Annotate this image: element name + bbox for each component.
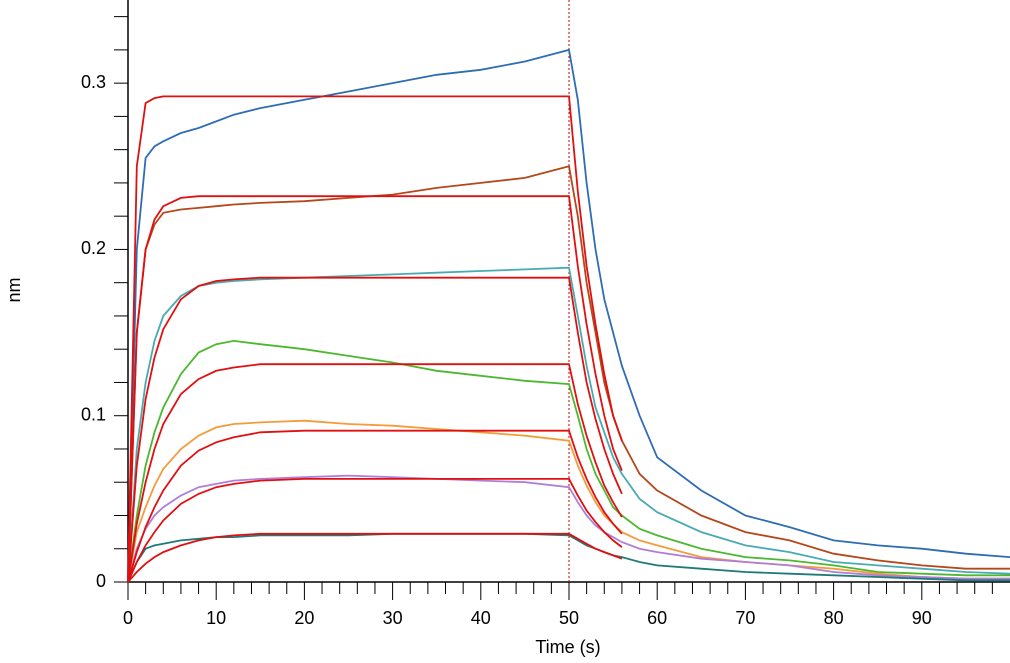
series-line	[127, 478, 623, 583]
x-axis-label: Time (s)	[535, 637, 600, 657]
y-axis-label: nm	[4, 277, 24, 302]
series-line	[127, 266, 1010, 583]
x-tick-label: 90	[912, 608, 932, 628]
series-line	[127, 363, 623, 583]
series-line	[127, 276, 623, 583]
series-line	[127, 165, 1010, 583]
series-line	[127, 429, 623, 583]
x-tick-label: 60	[647, 608, 667, 628]
x-tick-label: 50	[559, 608, 579, 628]
series-line	[127, 532, 1010, 583]
series-line	[127, 195, 623, 583]
y-tick-label: 0.1	[81, 404, 106, 424]
x-tick-label: 20	[294, 608, 314, 628]
y-tick-label: 0.3	[81, 72, 106, 92]
x-tick-label: 0	[123, 608, 133, 628]
y-tick-label: 0	[96, 571, 106, 591]
x-tick-label: 30	[383, 608, 403, 628]
series-line	[127, 339, 1010, 583]
x-tick-label: 80	[824, 608, 844, 628]
series-line	[127, 532, 623, 583]
x-tick-label: 10	[206, 608, 226, 628]
x-tick-label: 70	[735, 608, 755, 628]
series-line	[127, 95, 623, 583]
x-tick-label: 40	[471, 608, 491, 628]
series-line	[127, 48, 1010, 583]
series-line	[127, 474, 1010, 583]
y-tick-label: 0.2	[81, 238, 106, 258]
